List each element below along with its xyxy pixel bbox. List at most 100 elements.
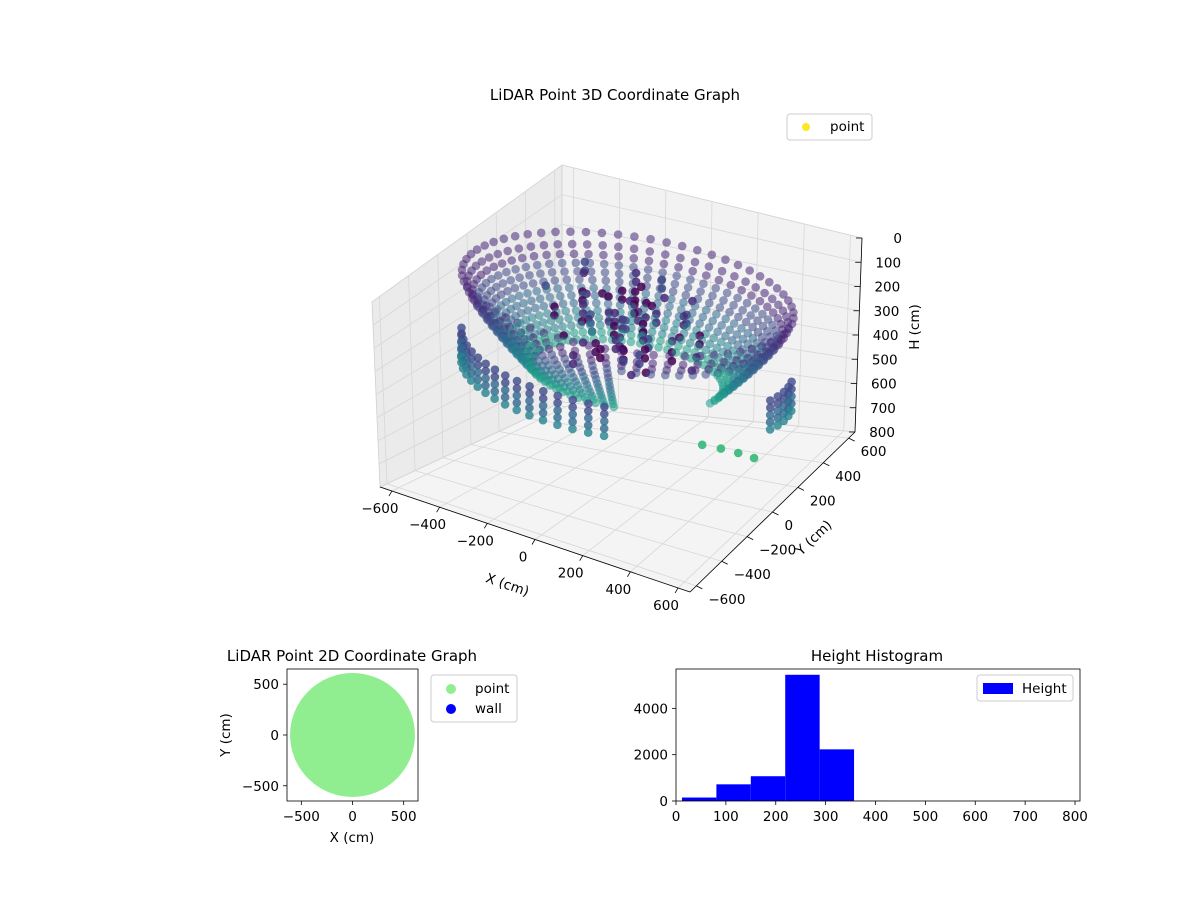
cloud-point [690, 301, 700, 311]
histogram: Height Histogram 0 100 200 300 400 500 600 700 8… [634, 647, 1088, 825]
cloud-point [525, 271, 534, 280]
cloud-point [481, 366, 491, 376]
cloud-point [715, 303, 725, 312]
cloud-point [499, 234, 509, 244]
y-tick-mark-3d [848, 437, 855, 442]
x-axis-label-3d: X (cm) [484, 570, 531, 600]
cloud-point [738, 305, 747, 315]
x-tick-mark-3d [674, 587, 679, 594]
cloud-point [578, 327, 588, 337]
cloud-point [733, 260, 743, 270]
cloud-point [707, 250, 717, 260]
cloud-point [597, 228, 607, 238]
cloud-point [569, 249, 579, 259]
cloud-point [701, 370, 710, 379]
cloud-point [713, 327, 722, 337]
cloud-point [567, 321, 576, 330]
cloud-point [737, 324, 746, 333]
z-tick-label-3d: 400 [873, 328, 899, 344]
cloud-point [519, 298, 528, 308]
cloud-point [686, 275, 695, 284]
cloud-point [637, 282, 646, 292]
cloud-point [581, 227, 591, 237]
grid-line-floor-y [470, 444, 773, 513]
cloud-point [704, 262, 714, 271]
cloud-point [587, 327, 597, 337]
histogram-bar [716, 784, 751, 801]
x-tick-mark-3d [627, 571, 631, 578]
cloud-point [773, 421, 782, 430]
cloud-point [579, 268, 589, 278]
cloud-point [562, 275, 572, 285]
cloud-point [502, 267, 511, 277]
y-tick-mark-3d [772, 511, 779, 516]
cloud-point [500, 392, 510, 402]
cloud-point [529, 251, 539, 261]
y-tick-label-3d: −400 [734, 567, 771, 583]
cloud-point [481, 381, 490, 390]
cloud-point [525, 389, 534, 398]
cloud-point [690, 257, 700, 267]
cloud-point [742, 298, 752, 308]
cloud-point [682, 322, 692, 332]
grid-line-z [379, 401, 856, 488]
cloud-point [550, 276, 560, 285]
cloud-point [766, 403, 775, 413]
cloud-point [626, 330, 636, 340]
cloud-point [506, 276, 515, 285]
cloud-point [523, 229, 532, 239]
cloud-point [519, 281, 528, 290]
cloud-point [512, 391, 522, 400]
histogram-x-tick-label: 200 [763, 809, 789, 825]
cloud-point [535, 311, 544, 320]
cloud-point [558, 322, 567, 331]
cloud-point [480, 241, 490, 250]
cloud-point [525, 396, 534, 406]
x-tick-mark-3d [531, 539, 536, 545]
grid-line-floor-x [677, 430, 845, 589]
cloud-point [490, 372, 500, 382]
x-tick-label-3d: 200 [558, 566, 584, 582]
cloud-point [674, 312, 684, 321]
cloud-point [494, 271, 503, 280]
cloud-point [595, 320, 605, 330]
cloud-point [584, 341, 594, 350]
histogram-bar [819, 749, 855, 801]
cloud-point [584, 413, 593, 423]
cloud-point [546, 316, 556, 326]
histogram-bar [681, 797, 717, 801]
cloud-point [614, 261, 624, 270]
cloud-point [584, 406, 593, 416]
cloud-point [547, 268, 557, 277]
cloud-point [733, 293, 742, 303]
cloud-point [571, 258, 581, 268]
cloud-point [489, 237, 498, 247]
z-tick-label-3d: 0 [893, 231, 902, 247]
cloud-point [649, 350, 658, 360]
cloud-point [596, 353, 605, 363]
y-tick-label-3d: 600 [861, 444, 887, 460]
cloud-point [515, 273, 524, 282]
cloud-point [681, 290, 691, 300]
cloud-point [551, 227, 560, 237]
plot2d-x-tick-label: −500 [283, 809, 320, 825]
cloud-point [566, 227, 575, 236]
cloud-point [536, 269, 545, 278]
cloud-point [698, 312, 708, 322]
cloud-point [599, 250, 608, 260]
legend-2d-marker-wall [446, 704, 456, 714]
legend-2d: point wall [430, 674, 518, 723]
cloud-point [568, 424, 577, 434]
histogram-x-tick-label: 800 [1062, 809, 1088, 825]
z-tick-label-3d: 200 [874, 280, 900, 296]
cloud-point [600, 409, 609, 419]
cloud-point [751, 304, 760, 313]
cloud-point [661, 250, 670, 259]
cloud-point [553, 420, 562, 430]
cloud-point [598, 241, 607, 250]
y-axis-label-3d: Y (cm) [792, 517, 835, 560]
cloud-point [615, 300, 625, 310]
cloud-point [539, 301, 549, 311]
plot3d: LiDAR Point 3D Coordinate Graph −600 −400… [361, 86, 923, 614]
cloud-point [539, 386, 548, 396]
